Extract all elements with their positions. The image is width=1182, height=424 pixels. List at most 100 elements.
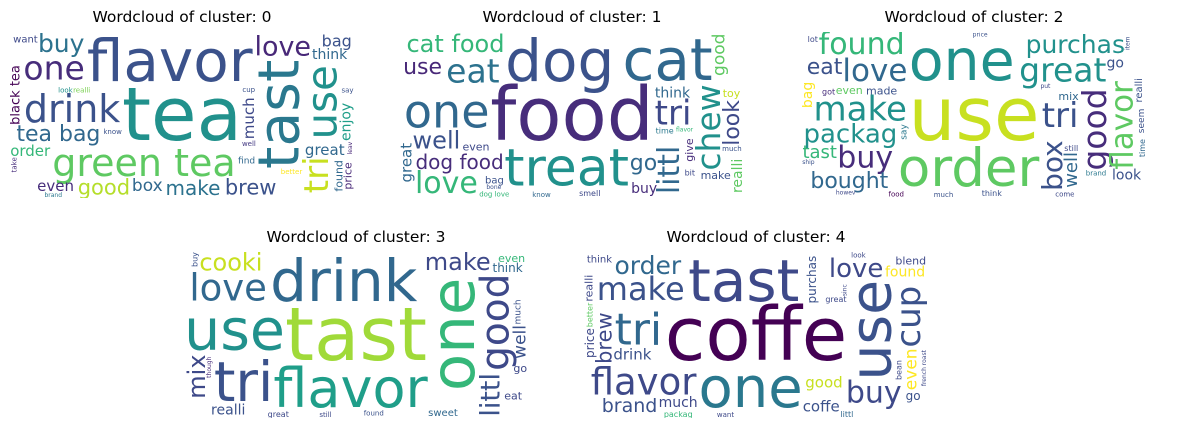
word-found: found xyxy=(364,410,384,418)
word-flavor: flavor xyxy=(87,32,253,95)
word-purchas: purchas xyxy=(805,256,819,304)
panel-title: Wordcloud of cluster: 3 xyxy=(266,228,446,246)
word-love: love xyxy=(415,166,478,198)
word-better: better xyxy=(585,302,594,327)
word-black-tea: black tea xyxy=(10,65,23,125)
word-order: order xyxy=(614,252,681,280)
word-much: much xyxy=(934,191,954,198)
word-chew: chew xyxy=(689,84,728,170)
word-flavor: flavor xyxy=(1105,81,1141,170)
word-buy: buy xyxy=(190,252,199,267)
word-buy: buy xyxy=(846,376,902,411)
word-use: use xyxy=(909,72,1040,158)
word-tast: tast xyxy=(285,292,427,378)
word-tri: tri xyxy=(297,156,337,193)
word-brew: brew xyxy=(225,176,277,198)
word-bought: bought xyxy=(810,169,888,194)
wordcloud-canvas: food dog treat cat one tri chew eat dog food cat … xyxy=(400,32,744,198)
word-order: order xyxy=(10,142,51,160)
wordcloud-canvas: tast flavor one drink use tri good love make cook… xyxy=(184,252,528,418)
word-bag: bag xyxy=(802,82,816,108)
word-order: order xyxy=(898,138,1040,198)
word-french-roast: french roast xyxy=(921,349,928,386)
panel-title: Wordcloud of cluster: 0 xyxy=(92,8,272,26)
word-bag: bag xyxy=(322,32,352,50)
word-look: look xyxy=(851,252,867,259)
word-one: one xyxy=(698,356,802,418)
word-tri: tri xyxy=(655,94,692,134)
word-cooki: cooki xyxy=(199,252,262,277)
word-go: go xyxy=(1106,55,1123,71)
word-great: great xyxy=(305,141,345,159)
word-green-tea: green tea xyxy=(52,141,235,185)
word-think: think xyxy=(982,189,1003,198)
word-tri: tri xyxy=(615,305,663,356)
word-better: better xyxy=(281,168,303,176)
word-littl: littl xyxy=(475,373,506,417)
panel-title: Wordcloud of cluster: 4 xyxy=(666,228,846,246)
word-brand: brand xyxy=(44,192,62,198)
word-time: time xyxy=(1138,139,1146,157)
word-good: good xyxy=(710,34,730,76)
word-made: made xyxy=(866,84,897,97)
word-much: much xyxy=(514,299,524,324)
word-even: even xyxy=(836,84,863,97)
word-eat: eat xyxy=(807,55,843,80)
word-buy: buy xyxy=(837,141,893,176)
word-food: food xyxy=(490,72,654,158)
word-tri: tri xyxy=(1042,96,1079,136)
word-make: make xyxy=(597,270,685,308)
word-tast: tast xyxy=(802,142,837,163)
word-tri: tri xyxy=(214,350,273,414)
word-leav: leav xyxy=(347,141,354,154)
word-one: one xyxy=(23,49,84,88)
wordcloud-panel-2: Wordcloud of cluster: 2 use one order make t… xyxy=(800,0,1148,200)
word-much: much xyxy=(659,395,698,411)
word-good: good xyxy=(1075,88,1114,170)
word-even: even xyxy=(498,252,525,265)
word-food: food xyxy=(889,190,904,198)
wordcloud-panel-4: Wordcloud of cluster: 4 coffe tast use one f… xyxy=(582,222,930,422)
word-cup: cup xyxy=(889,286,928,348)
word-though: though xyxy=(206,356,213,377)
word-go: go xyxy=(513,362,527,375)
word-make: make xyxy=(165,176,220,198)
word-realli: realli xyxy=(730,159,744,193)
word-think: think xyxy=(493,261,523,275)
word-drink: drink xyxy=(270,252,418,315)
word-mix: mix xyxy=(1058,90,1079,103)
word-good: good xyxy=(78,176,130,198)
word-look: look xyxy=(1112,168,1142,184)
word-realli: realli xyxy=(1134,78,1145,103)
word-want: want xyxy=(13,34,38,45)
word-dog-food: dog food xyxy=(415,150,503,174)
word-toy: toy xyxy=(723,87,741,100)
word-one: one xyxy=(909,32,1015,94)
word-found: found xyxy=(333,160,346,192)
word-find: find xyxy=(238,156,255,166)
word-say: say xyxy=(341,86,353,94)
word-use: use xyxy=(298,65,347,139)
panel-title: Wordcloud of cluster: 1 xyxy=(482,8,662,26)
word-price: price xyxy=(342,162,354,190)
word-bean: bean xyxy=(894,360,903,380)
word-take: take xyxy=(10,157,18,172)
word-howev: howev xyxy=(836,190,856,197)
word-go: go xyxy=(906,389,921,403)
word-love: love xyxy=(829,254,884,284)
word-use: use xyxy=(839,280,905,381)
word-good: good xyxy=(474,274,519,371)
word-blend: blend xyxy=(895,254,926,267)
word-brand: brand xyxy=(1086,170,1107,178)
word-say: say xyxy=(900,124,910,140)
word-much: much xyxy=(722,145,742,153)
word-one: one xyxy=(418,278,489,392)
wordcloud-canvas: use one order make tri great good packag love pur… xyxy=(802,32,1146,198)
word-buy: buy xyxy=(631,181,657,197)
word-even: even xyxy=(902,348,922,390)
word-realli: realli xyxy=(73,86,90,94)
word-still: still xyxy=(1064,144,1078,153)
word-well: well xyxy=(242,140,256,148)
